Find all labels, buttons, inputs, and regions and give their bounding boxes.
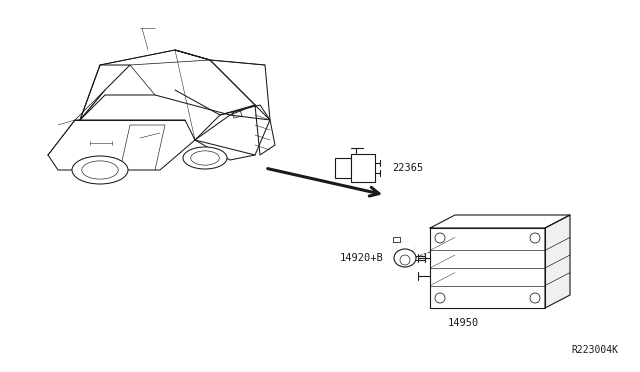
Ellipse shape — [394, 249, 416, 267]
Circle shape — [530, 293, 540, 303]
Circle shape — [530, 233, 540, 243]
Text: 14950: 14950 — [447, 318, 479, 328]
Text: R223004K: R223004K — [571, 345, 618, 355]
Ellipse shape — [82, 161, 118, 179]
Circle shape — [400, 255, 410, 265]
Polygon shape — [430, 215, 570, 228]
Text: 22365: 22365 — [392, 163, 423, 173]
Ellipse shape — [183, 147, 227, 169]
Ellipse shape — [72, 156, 128, 184]
Bar — [351, 154, 375, 182]
Ellipse shape — [191, 151, 220, 165]
Text: 14920+B: 14920+B — [340, 253, 384, 263]
Polygon shape — [397, 242, 413, 249]
Circle shape — [435, 233, 445, 243]
Polygon shape — [545, 215, 570, 308]
Circle shape — [435, 293, 445, 303]
Bar — [430, 228, 545, 308]
Bar — [335, 158, 351, 178]
